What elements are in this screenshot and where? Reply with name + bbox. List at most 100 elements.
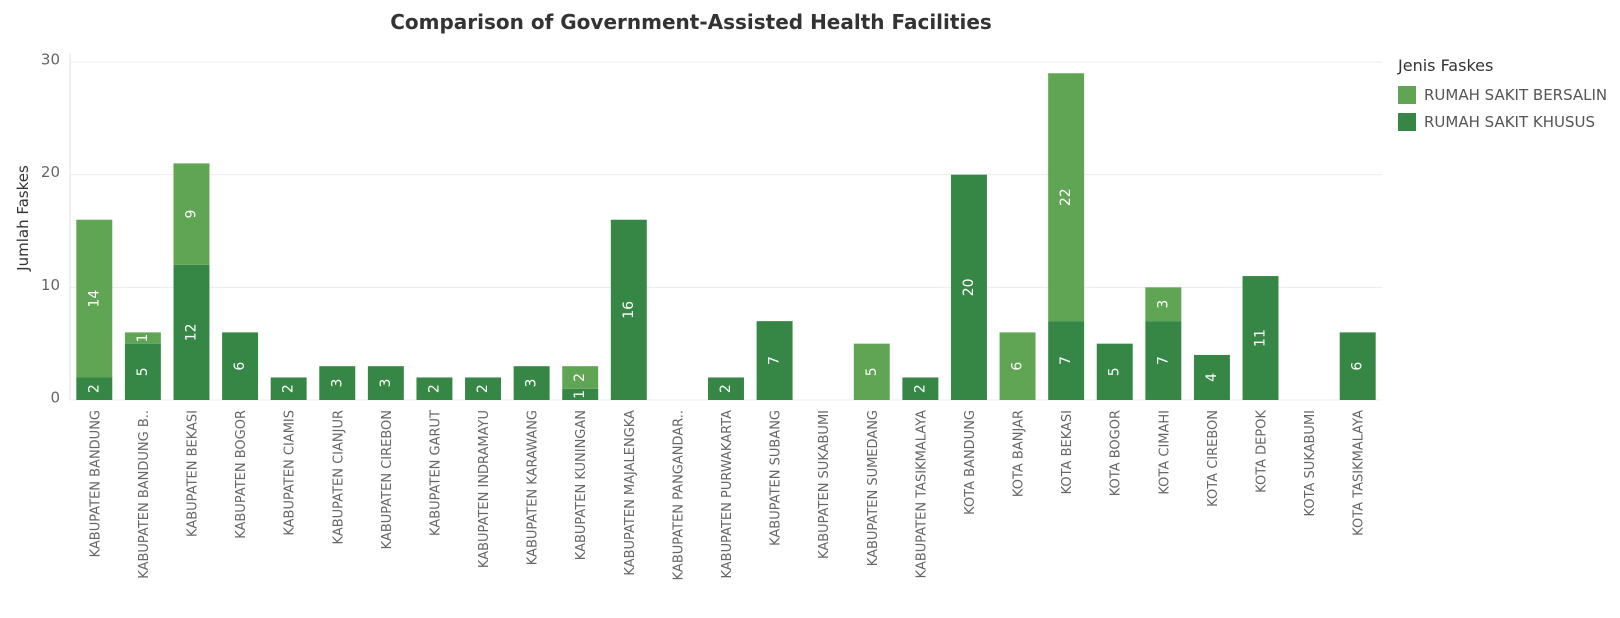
bar-khusus-13[interactable] bbox=[708, 377, 744, 400]
x-tick-label-10: KABUPATEN KUNINGAN bbox=[574, 410, 589, 560]
x-tick-label-5: KABUPATEN CIANJUR bbox=[331, 410, 346, 544]
x-tick-label-14: KABUPATEN SUBANG bbox=[769, 410, 784, 546]
bar-khusus-22[interactable] bbox=[1145, 321, 1182, 400]
legend-label-bersalin: RUMAH SAKIT BERSALIN bbox=[1424, 85, 1608, 104]
data-label-khusus-23: 4 bbox=[1204, 373, 1220, 382]
chart-title: Comparison of Government-Assisted Health… bbox=[390, 10, 992, 34]
data-label-khusus-6: 3 bbox=[378, 379, 394, 388]
data-label-khusus-2: 12 bbox=[183, 323, 199, 341]
x-tick-labels: KABUPATEN BANDUNG KABUPATEN BANDUNG B.. KA… bbox=[88, 410, 1366, 581]
x-tick-label-6: KABUPATEN CIREBON bbox=[380, 410, 395, 549]
bar-khusus-5[interactable] bbox=[319, 366, 356, 400]
x-tick-label-7: KABUPATEN GARUT bbox=[428, 410, 443, 536]
data-label-khusus-10: 1 bbox=[572, 390, 588, 399]
x-tick-label-18: KOTA BANDUNG bbox=[963, 410, 978, 515]
legend: Jenis Faskes RUMAH SAKIT BERSALIN RUMAH … bbox=[1398, 56, 1607, 135]
x-tick-label-15: KABUPATEN SUKABUMI bbox=[817, 410, 832, 559]
legend-title: Jenis Faskes bbox=[1398, 56, 1494, 75]
data-label-bersalin-16: 5 bbox=[864, 367, 880, 376]
legend-item-bersalin[interactable]: RUMAH SAKIT BERSALIN bbox=[1398, 81, 1607, 108]
bar-khusus-17[interactable] bbox=[902, 377, 939, 400]
x-tick-label-17: KABUPATEN TASIKMALAYA bbox=[914, 410, 929, 578]
x-tick-label-26: KOTA TASIKMALAYA bbox=[1352, 410, 1367, 536]
y-tick-label-10: 10 bbox=[41, 276, 60, 294]
data-label-khusus-14: 7 bbox=[767, 356, 783, 365]
bar-bersalin-19[interactable] bbox=[999, 332, 1036, 400]
bar-bersalin-0[interactable] bbox=[76, 219, 113, 378]
data-label-khusus-1: 5 bbox=[135, 367, 151, 376]
data-label-bersalin-10: 2 bbox=[572, 373, 588, 382]
y-tick-label-30: 30 bbox=[41, 51, 60, 69]
data-label-khusus-0: 2 bbox=[86, 384, 102, 393]
bar-bersalin-22[interactable] bbox=[1145, 287, 1182, 322]
gridlines bbox=[70, 61, 1382, 401]
data-label-khusus-5: 3 bbox=[329, 379, 345, 388]
legend-swatch-khusus bbox=[1398, 112, 1416, 131]
x-tick-label-3: KABUPATEN BOGOR bbox=[234, 410, 249, 539]
bar-bersalin-20[interactable] bbox=[1048, 73, 1085, 322]
data-label-bersalin-0: 14 bbox=[86, 290, 102, 308]
data-label-khusus-18: 20 bbox=[961, 278, 977, 296]
bar-bersalin-16[interactable] bbox=[853, 343, 890, 400]
bar-khusus-8[interactable] bbox=[465, 377, 502, 400]
bars bbox=[76, 73, 1376, 400]
bar-khusus-26[interactable] bbox=[1339, 332, 1376, 400]
bar-khusus-0[interactable] bbox=[76, 377, 113, 400]
x-tick-label-25: KOTA SUKABUMI bbox=[1303, 410, 1318, 516]
bar-khusus-1[interactable] bbox=[124, 343, 161, 400]
x-tick-label-16: KABUPATEN SUMEDANG bbox=[866, 410, 881, 566]
data-label-bersalin-20: 22 bbox=[1058, 188, 1074, 206]
bar-khusus-2[interactable] bbox=[173, 264, 210, 400]
bar-khusus-18[interactable] bbox=[950, 174, 987, 400]
bar-khusus-4[interactable] bbox=[270, 377, 307, 400]
x-tick-label-19: KOTA BANJAR bbox=[1012, 410, 1027, 497]
data-label-khusus-7: 2 bbox=[426, 384, 442, 393]
bar-khusus-24[interactable] bbox=[1242, 276, 1279, 400]
x-tick-label-0: KABUPATEN BANDUNG bbox=[88, 410, 103, 557]
bar-bersalin-1[interactable] bbox=[124, 332, 161, 344]
data-label-khusus-4: 2 bbox=[281, 384, 297, 393]
bar-khusus-7[interactable] bbox=[416, 377, 453, 400]
data-label-khusus-3: 6 bbox=[232, 362, 248, 371]
data-label-khusus-24: 11 bbox=[1253, 329, 1269, 347]
x-tick-label-12: KABUPATEN PANGANDAR.. bbox=[671, 410, 686, 580]
data-label-khusus-13: 2 bbox=[718, 384, 734, 393]
bar-khusus-9[interactable] bbox=[513, 366, 550, 400]
data-label-khusus-11: 16 bbox=[621, 301, 637, 319]
data-label-khusus-9: 3 bbox=[524, 379, 540, 388]
y-axis-label: Jumlah Faskes bbox=[14, 165, 32, 272]
bar-bersalin-10[interactable] bbox=[562, 366, 599, 389]
bar-khusus-14[interactable] bbox=[756, 321, 793, 400]
bar-khusus-10[interactable] bbox=[562, 388, 599, 400]
bar-khusus-23[interactable] bbox=[1193, 354, 1230, 400]
y-tick-label-20: 20 bbox=[41, 163, 60, 181]
x-tick-label-21: KOTA BOGOR bbox=[1109, 410, 1124, 496]
data-label-khusus-21: 5 bbox=[1107, 367, 1123, 376]
legend-item-khusus[interactable]: RUMAH SAKIT KHUSUS bbox=[1398, 108, 1607, 135]
bar-bersalin-2[interactable] bbox=[173, 163, 210, 265]
data-label-khusus-17: 2 bbox=[912, 384, 928, 393]
x-tick-label-4: KABUPATEN CIAMIS bbox=[283, 410, 298, 536]
data-label-khusus-8: 2 bbox=[475, 384, 491, 393]
data-label-khusus-22: 7 bbox=[1155, 356, 1171, 365]
x-tick-label-13: KABUPATEN PURWAKARTA bbox=[720, 410, 735, 579]
legend-label-khusus: RUMAH SAKIT KHUSUS bbox=[1424, 112, 1596, 131]
data-label-bersalin-2: 9 bbox=[183, 210, 199, 219]
bar-khusus-21[interactable] bbox=[1096, 343, 1133, 400]
x-tick-label-2: KABUPATEN BEKASI bbox=[185, 410, 200, 537]
legend-swatch-bersalin bbox=[1398, 85, 1416, 104]
x-tick-label-8: KABUPATEN INDRAMAYU bbox=[477, 410, 492, 568]
bar-khusus-6[interactable] bbox=[367, 366, 404, 400]
bar-khusus-20[interactable] bbox=[1048, 321, 1085, 400]
x-tick-label-22: KOTA CIMAHI bbox=[1157, 410, 1172, 495]
x-tick-label-24: KOTA DEPOK bbox=[1255, 410, 1270, 493]
data-label-bersalin-19: 6 bbox=[1010, 362, 1026, 371]
x-tick-label-11: KABUPATEN MAJALENGKA bbox=[623, 410, 638, 576]
axes: 0 10 20 30 bbox=[41, 51, 71, 407]
data-label-bersalin-22: 3 bbox=[1155, 300, 1171, 309]
bar-khusus-11[interactable] bbox=[610, 219, 647, 400]
x-tick-label-1: KABUPATEN BANDUNG B.. bbox=[137, 410, 152, 579]
bar-khusus-3[interactable] bbox=[222, 332, 259, 400]
data-label-khusus-20: 7 bbox=[1058, 356, 1074, 365]
